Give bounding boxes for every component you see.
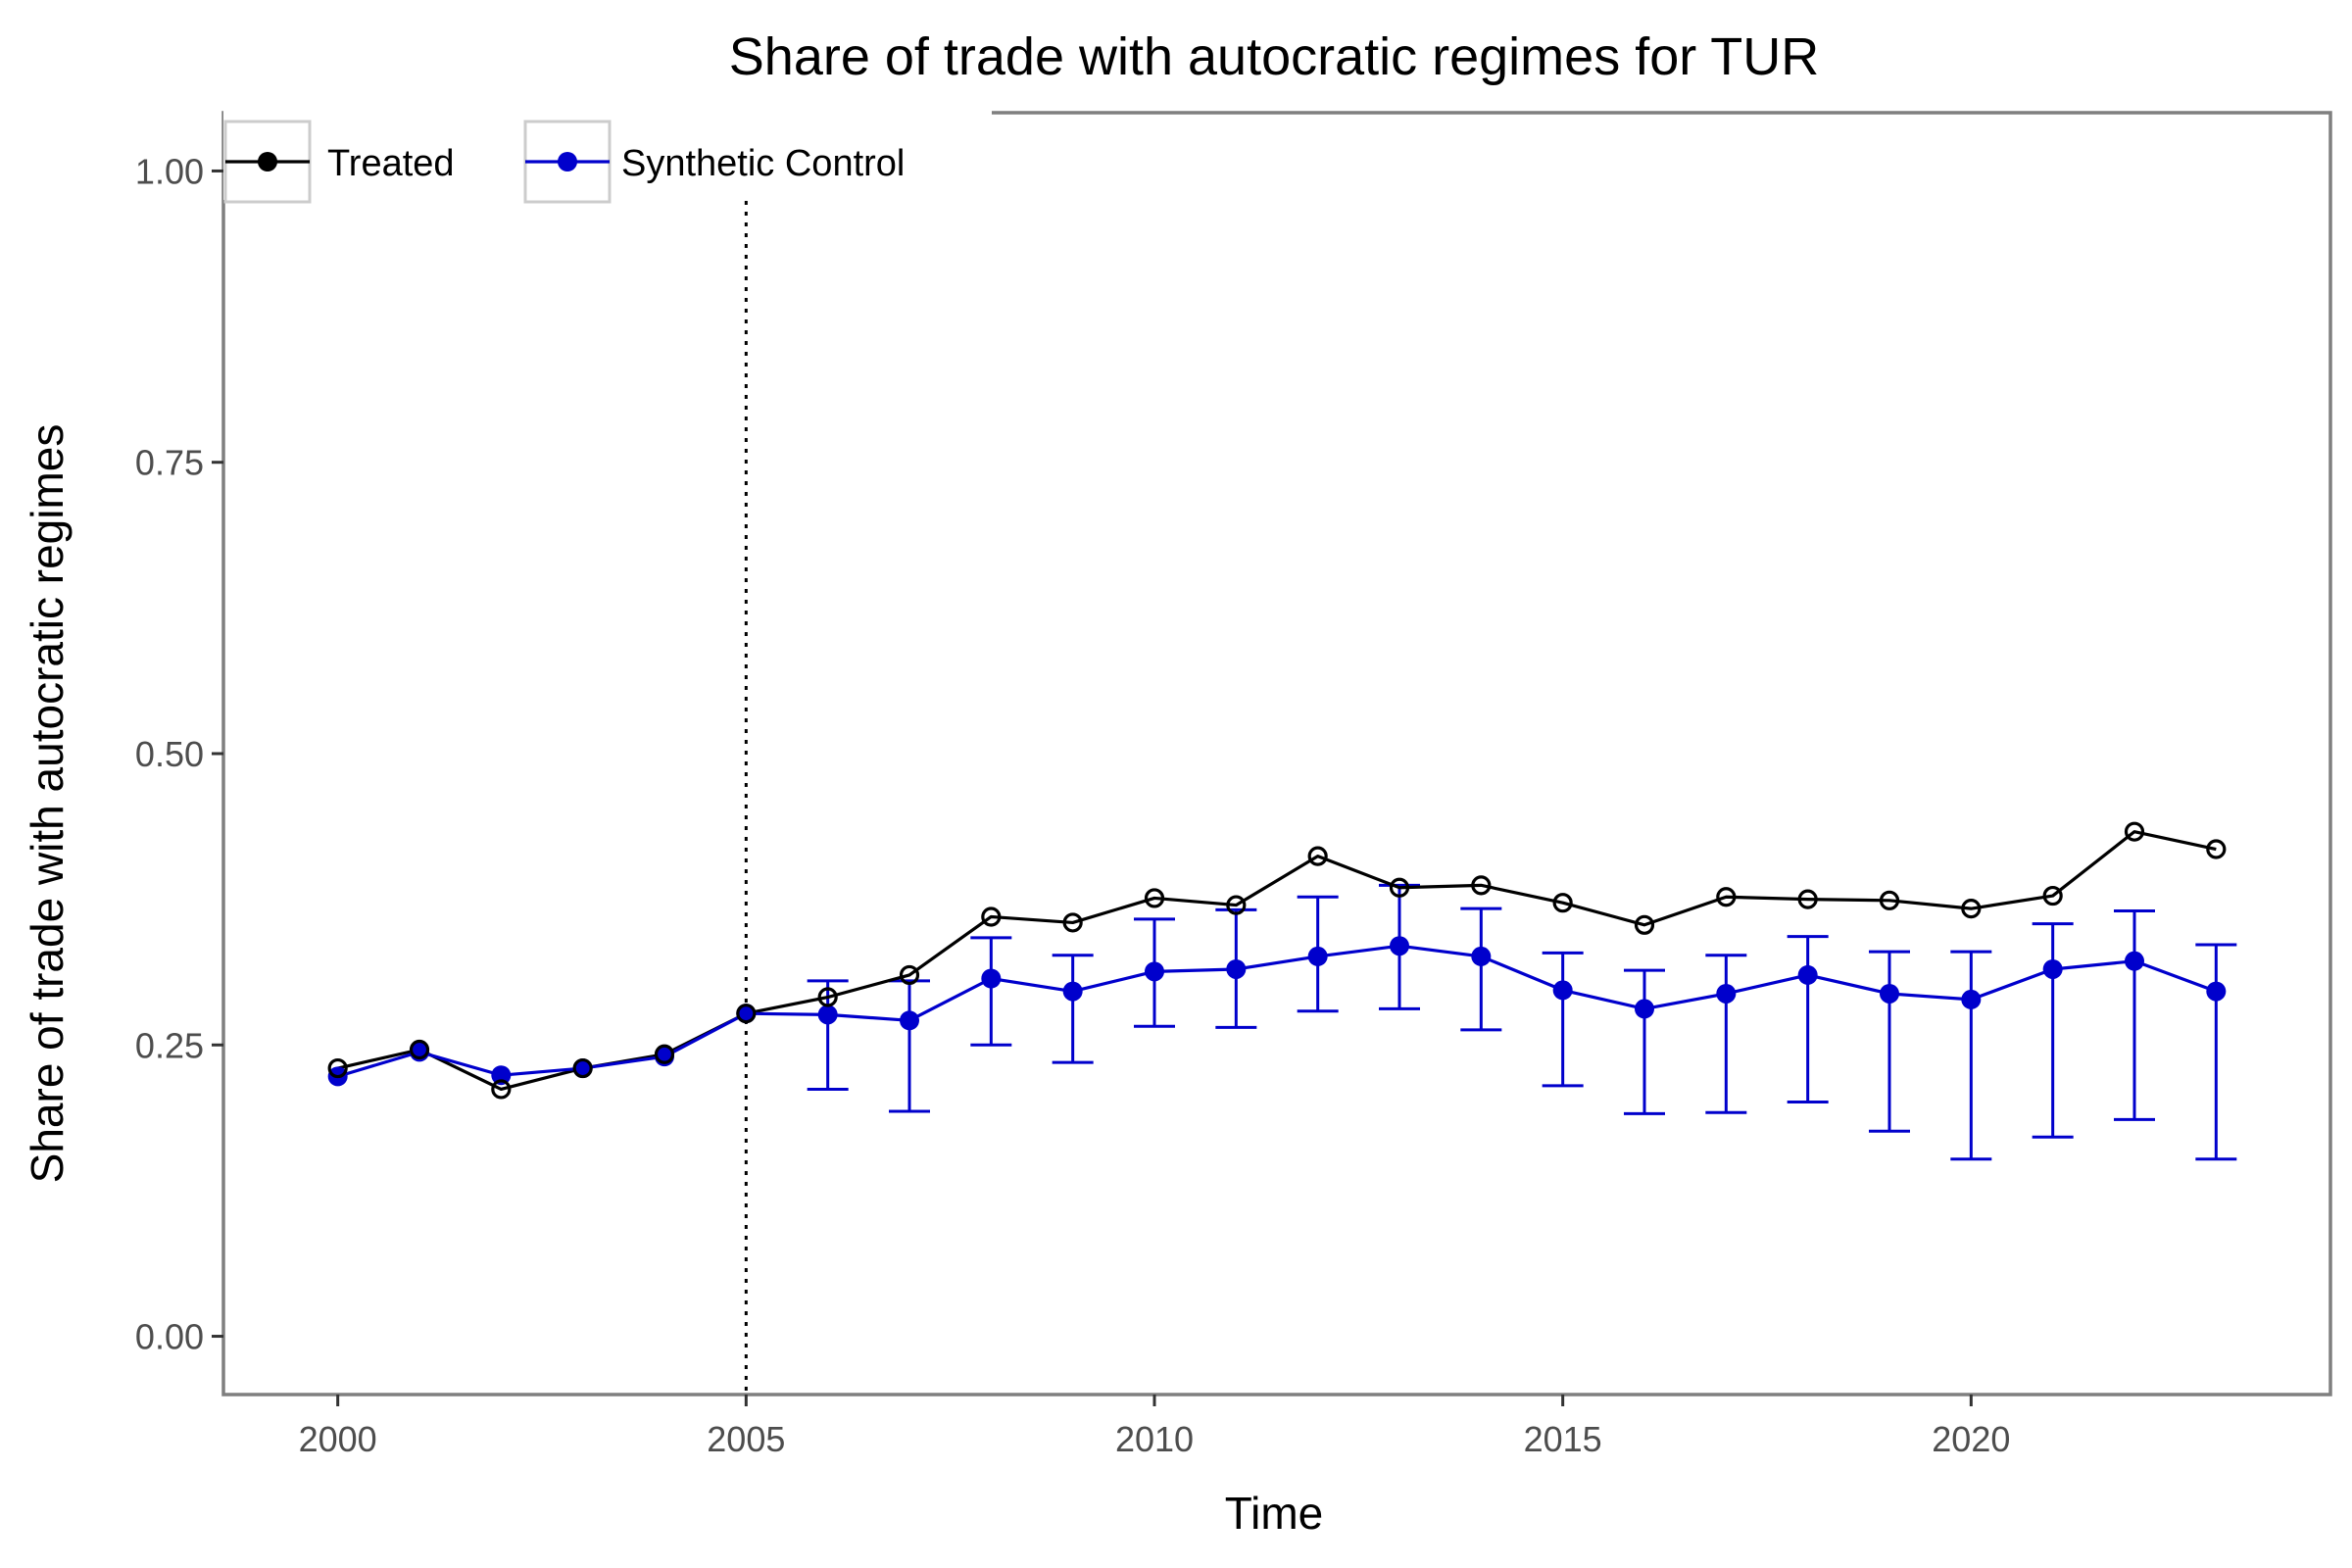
treated-point — [1144, 888, 1165, 908]
x-tick-label: 2000 — [299, 1419, 377, 1459]
synthetic-control-point — [1062, 981, 1083, 1002]
synthetic-control-line — [337, 944, 2217, 1078]
legend-key-synthetic-control-marker — [558, 152, 577, 172]
treated-point — [1961, 899, 1982, 919]
x-tick-label: 2005 — [707, 1419, 785, 1459]
treated-point — [491, 1079, 512, 1100]
synthetic-control-point — [900, 1010, 919, 1031]
treated-point — [1797, 889, 1818, 909]
treated-point — [1879, 890, 1900, 910]
treated-point — [2206, 839, 2227, 859]
synthetic-control-point — [1145, 961, 1164, 982]
x-tick-label: 2010 — [1115, 1419, 1194, 1459]
y-tick-label: 0.25 — [135, 1025, 204, 1065]
y-tick-label: 0.50 — [135, 734, 204, 774]
treated-point — [654, 1044, 675, 1064]
treated-point — [736, 1004, 757, 1024]
legend-label-treated: Treated — [327, 143, 455, 184]
x-tick-label: 2020 — [1932, 1419, 2010, 1459]
legend: Treated Synthetic Control — [223, 110, 992, 204]
treated-point — [327, 1057, 348, 1079]
treated-point — [2124, 821, 2145, 842]
treated-point — [1471, 875, 1492, 896]
synthetic-control-point — [981, 968, 1002, 989]
synthetic-control-point — [1716, 983, 1737, 1004]
chart-title: Share of trade with autocratic regimes f… — [729, 27, 1819, 86]
treated-point — [409, 1039, 430, 1060]
y-tick-label: 0.00 — [135, 1317, 204, 1357]
x-tick-label: 2015 — [1524, 1419, 1602, 1459]
panel-border — [221, 111, 2332, 1396]
synthetic-control-point — [1635, 999, 1654, 1019]
treated-point — [1634, 914, 1655, 935]
synthetic-control-point — [1307, 946, 1328, 966]
treated-point — [981, 906, 1002, 927]
treated-point — [572, 1057, 593, 1079]
legend-key-treated-marker — [258, 152, 277, 172]
synthetic-control-point — [1961, 989, 1982, 1009]
treated-line — [337, 830, 2217, 1092]
synthetic-control-point — [817, 1004, 838, 1025]
synthetic-control-point — [2206, 981, 2227, 1002]
y-axis-title: Share of trade with autocratic regimes — [22, 424, 73, 1184]
y-tick-label: 1.00 — [135, 151, 204, 191]
treated-point — [1062, 912, 1083, 933]
synthetic-control-point — [1471, 946, 1492, 966]
treated-point — [1226, 895, 1247, 915]
synthetic-control-point — [1797, 964, 1818, 985]
treated-point — [1552, 893, 1573, 913]
x-axis-title: Time — [1225, 1488, 1324, 1539]
synthetic-control-point — [1880, 983, 1899, 1004]
synthetic-control-point — [491, 1065, 512, 1086]
treated-point — [1716, 887, 1737, 907]
synthetic-control-point — [1390, 936, 1409, 956]
treated-point — [1307, 846, 1328, 866]
synthetic-control-point — [1552, 980, 1573, 1001]
y-tick-label: 0.75 — [135, 443, 204, 483]
treated-point — [899, 964, 920, 986]
treated-point — [817, 987, 838, 1007]
treated-point — [1389, 877, 1410, 898]
synthetic-control-point — [2125, 951, 2144, 971]
legend-label-synthetic-control: Synthetic Control — [621, 143, 905, 184]
synthetic-control-point — [1226, 958, 1247, 979]
synthetic-control-point — [2042, 958, 2063, 979]
plot-area: 0.00 0.25 0.50 0.75 1.00 2000 2005 2010 2015 2020 — [135, 111, 2332, 1459]
treated-point — [2042, 885, 2063, 906]
